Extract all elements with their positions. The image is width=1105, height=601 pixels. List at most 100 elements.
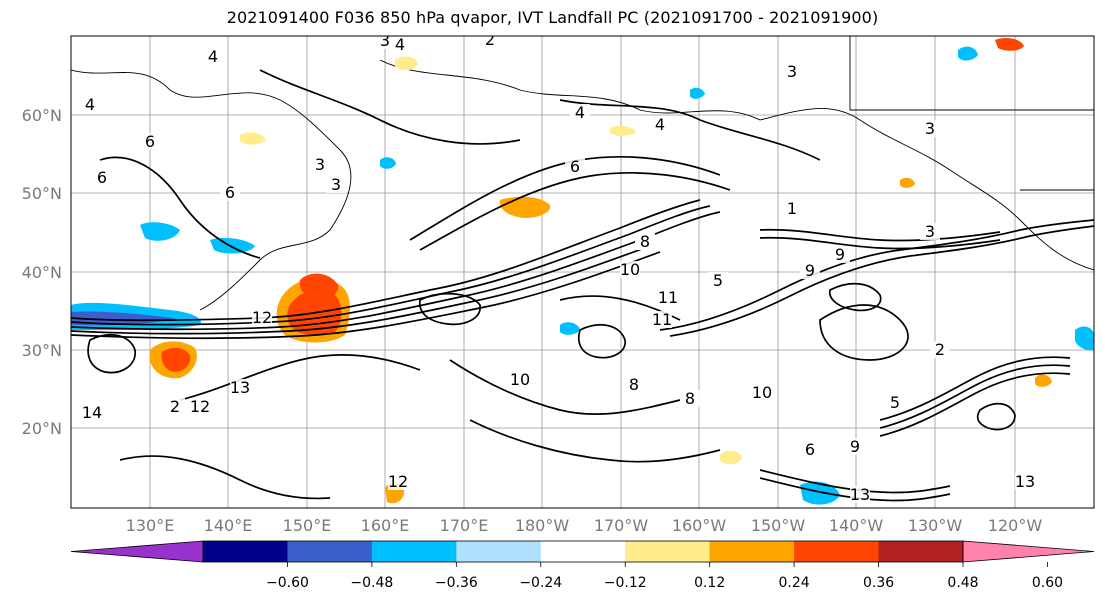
latitude-label: 60°N [22,106,62,125]
colorbar-segment [287,541,373,562]
contour-label-bg [782,63,802,80]
contour-label: 4 [85,95,95,114]
contour-label: 12 [388,472,408,491]
contour-label-bg [680,390,700,407]
contour-label-bg [570,104,590,121]
contour-label-bg [845,438,865,455]
plot-title: 2021091400 F036 850 hPa qvapor, IVT Land… [226,8,879,27]
colorbar-tick-label: −0.12 [604,575,647,591]
contour-label-bg [830,246,850,263]
contour-label-bg [800,441,820,458]
contour-label: 3 [787,62,797,81]
longitude-label: 150°E [283,516,332,535]
colorbar-segment [540,541,626,562]
longitude-label: 180°W [515,516,570,535]
contour-label-bg [190,398,210,415]
longitude-label: 140°E [204,516,253,535]
colorbar: −0.60 −0.48 −0.36 −0.24 −0.12 0.12 0.24 0.36 0.4… [70,540,1095,591]
contour-label-bg [650,116,670,133]
positive-anomaly-shading [150,38,1052,504]
contour-label: 4 [655,115,665,134]
contour-label: 6 [805,440,815,459]
contour-label-bg [752,384,772,401]
contour-label-bg [310,156,330,173]
contour-labels: 4466634443233123810111112121213131314108… [80,31,1035,504]
contour-label-bg [252,309,272,326]
colorbar-segment [456,541,542,562]
contour-label-bg [930,341,950,358]
contour-label: 2 [170,397,180,416]
contour-label-bg [624,376,644,393]
contour-label: 13 [1015,472,1035,491]
contour-label: 6 [145,132,155,151]
contour-label-bg [92,169,112,186]
contour-label: 3 [925,119,935,138]
latitude-label: 20°N [22,419,62,438]
longitude-label: 160°W [672,516,727,535]
contour-label: 14 [82,403,102,422]
contour-label: 11 [658,288,678,307]
contour-label-bg [326,176,346,193]
contour-label-bg [635,233,655,250]
longitude-label: 170°E [440,516,489,535]
contour-label-bg [165,398,185,415]
contour-label: 10 [620,260,640,279]
contour-label: 8 [629,375,639,394]
contour-label: 3 [331,175,341,194]
contour-label: 13 [850,485,870,504]
contour-label-bg [140,133,160,150]
contour-label-bg [565,158,585,175]
longitude-label: 170°W [594,516,649,535]
contour-label: 2 [935,340,945,359]
longitude-label: 140°W [829,516,884,535]
contour-label: 9 [805,261,815,280]
contour-label: 3 [380,31,390,50]
contour-label-bg [220,184,240,201]
contour-label-bg [920,120,940,137]
contour-label-bg [375,36,395,49]
contour-label: 13 [230,378,250,397]
colorbar-tick-label: −0.60 [266,575,309,591]
contour-label-bg [652,311,672,328]
colorbar-tick-label: −0.48 [350,575,393,591]
contour-label: 3 [925,222,935,241]
contour-label: 9 [850,437,860,456]
colorbar-tick-label: −0.36 [435,575,478,591]
colorbar-tick-label: 0.24 [779,575,810,591]
latitude-label: 50°N [22,184,62,203]
contour-label: 9 [835,245,845,264]
contour-label: 8 [685,389,695,408]
contour-label-bg [80,96,100,113]
contour-label-bg [1015,473,1035,490]
contour-label-bg [203,48,223,65]
contour-label: 8 [640,232,650,251]
contour-label: 3 [315,155,325,174]
longitude-label: 150°W [751,516,806,535]
colorbar-segment [878,541,964,562]
colorbar-segment [794,541,880,562]
ivt-contours [71,69,1094,502]
contour-label-bg [658,289,678,306]
contour-label: 4 [208,47,218,66]
colorbar-tick-label: 0.12 [694,575,725,591]
colorbar-tick-label: −0.24 [519,575,562,591]
colorbar-extend-high [962,540,1095,563]
contour-label: 10 [510,370,530,389]
contour-label-bg [800,262,820,279]
longitude-label: 120°W [988,516,1043,535]
contour-label: 4 [395,35,405,54]
contour-label: 4 [575,103,585,122]
map-border [70,35,1095,509]
colorbar-tick-label: 0.36 [863,575,894,591]
contour-label: 5 [890,393,900,412]
contour-label-bg [782,200,802,217]
coastlines [71,36,1094,311]
longitude-label: 130°E [126,516,175,535]
contour-label: 10 [752,383,772,402]
contour-label-bg [388,473,408,490]
colorbar-frame [202,540,964,563]
contour-label-bg [885,394,905,411]
contour-label: 5 [713,271,723,290]
contour-label-bg [82,404,102,421]
